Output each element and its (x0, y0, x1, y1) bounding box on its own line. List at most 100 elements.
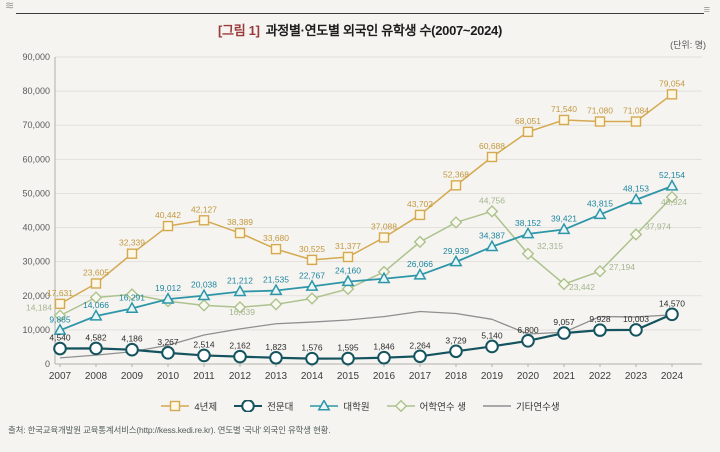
svg-text:79,054: 79,054 (659, 78, 685, 88)
svg-text:52,368: 52,368 (443, 169, 469, 179)
svg-text:40,442: 40,442 (155, 210, 181, 220)
svg-text:4,540: 4,540 (49, 333, 71, 343)
svg-text:2,264: 2,264 (409, 340, 431, 350)
x-axis: 2007 2008 2009 2010 2011 2012 2013 2014 2015 2016… (49, 364, 684, 382)
legend-marker-none-icon (482, 405, 511, 407)
svg-text:21,212: 21,212 (227, 276, 253, 286)
svg-text:14,184: 14,184 (26, 303, 52, 313)
chart-title: [그림 1] 과정별·연도별 외국인 유학생 수(2007~2024) (0, 20, 720, 39)
legend-label: 전문대 (267, 402, 294, 413)
svg-text:2012: 2012 (229, 371, 252, 382)
legend-item-junior-college: 전문대 (233, 399, 293, 413)
svg-text:2009: 2009 (121, 371, 144, 382)
chart-legend: 4년제 전문대 대학원 어학연수 생 기타연수생 (0, 399, 720, 413)
svg-text:24,160: 24,160 (335, 266, 361, 276)
svg-text:16,639: 16,639 (229, 307, 255, 317)
top-divider (16, 13, 704, 14)
svg-text:6,800: 6,800 (517, 325, 539, 335)
source-note: 출처: 한국교육개발원 교육통계서비스(http://kess.kedi.re.… (8, 425, 331, 435)
svg-text:4,582: 4,582 (85, 332, 107, 342)
svg-text:2014: 2014 (301, 371, 324, 382)
page-corner-mark-right: ≡ (703, 4, 710, 16)
legend-item-grad-school: 대학원 (309, 399, 370, 413)
svg-text:23,605: 23,605 (83, 267, 109, 277)
legend-item-univ-4year: 4년제 (160, 399, 217, 413)
svg-text:39,421: 39,421 (551, 214, 577, 224)
svg-text:20,000: 20,000 (22, 291, 50, 301)
legend-marker-circle-icon (234, 400, 263, 412)
svg-text:40,000: 40,000 (22, 223, 50, 233)
chart-title-text: 과정별·연도별 외국인 유학생 수(2007~2024) (265, 23, 503, 38)
svg-text:2023: 2023 (625, 371, 648, 382)
svg-text:33,680: 33,680 (263, 233, 289, 243)
svg-text:37,974: 37,974 (645, 221, 671, 231)
svg-text:9,885: 9,885 (49, 314, 71, 324)
svg-text:2007: 2007 (49, 371, 72, 382)
series-junior-college (53, 307, 679, 366)
legend-label: 어학연수 생 (419, 402, 466, 413)
svg-text:1,595: 1,595 (337, 343, 359, 353)
svg-text:68,051: 68,051 (515, 116, 541, 126)
svg-text:30,000: 30,000 (22, 257, 50, 267)
svg-text:37,088: 37,088 (371, 221, 397, 231)
svg-text:60,688: 60,688 (479, 141, 505, 151)
legend-item-language-trainee: 어학연수 생 (386, 399, 466, 413)
svg-text:71,084: 71,084 (623, 106, 649, 116)
legend-marker-triangle-icon (310, 400, 339, 411)
svg-text:21,535: 21,535 (263, 275, 289, 285)
svg-text:31,377: 31,377 (335, 241, 361, 251)
svg-text:30,525: 30,525 (299, 244, 325, 254)
svg-text:43,702: 43,702 (407, 199, 433, 209)
svg-text:1,576: 1,576 (301, 343, 323, 353)
svg-text:10,003: 10,003 (623, 314, 649, 324)
svg-text:44,756: 44,756 (479, 195, 505, 205)
svg-text:27,194: 27,194 (609, 262, 635, 272)
series-grad-school (53, 179, 679, 335)
series-labels-univ-4year: 17,631 23,605 32,339 40,442 42,127 38,389 33,6… (47, 78, 685, 298)
svg-text:2010: 2010 (157, 371, 180, 382)
svg-text:50,000: 50,000 (22, 188, 50, 198)
svg-text:48,153: 48,153 (623, 184, 649, 194)
svg-text:52,154: 52,154 (659, 170, 685, 180)
svg-text:1,846: 1,846 (373, 342, 395, 352)
legend-item-other-trainee: 기타연수생 (482, 399, 560, 413)
svg-text:3,267: 3,267 (157, 337, 179, 347)
svg-text:43,815: 43,815 (587, 199, 613, 209)
svg-text:2008: 2008 (85, 371, 108, 382)
svg-text:71,540: 71,540 (551, 104, 577, 114)
unit-label: (단위: 명) (670, 40, 706, 50)
svg-text:60,000: 60,000 (22, 154, 50, 164)
series-other-trainee (59, 310, 673, 359)
series-language-trainee (53, 190, 679, 322)
svg-text:16,291: 16,291 (119, 292, 145, 302)
svg-text:14,066: 14,066 (83, 300, 109, 310)
svg-text:19,012: 19,012 (155, 283, 181, 293)
svg-text:32,315: 32,315 (537, 241, 563, 251)
svg-text:23,442: 23,442 (569, 282, 595, 292)
svg-text:2016: 2016 (373, 371, 396, 382)
svg-text:4,186: 4,186 (121, 334, 143, 344)
svg-text:2,162: 2,162 (229, 341, 251, 351)
svg-text:17,631: 17,631 (47, 288, 73, 298)
svg-text:26,066: 26,066 (407, 259, 433, 269)
svg-text:2,514: 2,514 (193, 339, 215, 349)
figure-number-label: [그림 1] (218, 23, 260, 38)
svg-text:2013: 2013 (265, 371, 288, 382)
svg-text:3,729: 3,729 (445, 335, 467, 345)
svg-text:20,038: 20,038 (191, 280, 217, 290)
series-labels-language-trainee: 14,184 16,639 44,756 32,315 23,442 27,194 37,9… (26, 195, 687, 317)
svg-text:9,928: 9,928 (589, 314, 611, 324)
legend-label: 4년제 (194, 402, 218, 413)
svg-text:22,767: 22,767 (299, 270, 325, 280)
svg-text:2022: 2022 (589, 371, 612, 382)
svg-text:2020: 2020 (517, 371, 540, 382)
svg-text:9,057: 9,057 (553, 317, 575, 327)
svg-text:2019: 2019 (481, 371, 504, 382)
page-corner-mark-left: ≋ (5, 0, 15, 12)
svg-text:1,823: 1,823 (265, 342, 287, 352)
series-labels-grad-school: 9,885 14,066 16,291 19,012 20,038 21,212 21,53… (49, 170, 685, 324)
svg-text:38,152: 38,152 (515, 218, 541, 228)
svg-text:34,387: 34,387 (479, 231, 505, 241)
svg-text:70,000: 70,000 (22, 120, 50, 130)
